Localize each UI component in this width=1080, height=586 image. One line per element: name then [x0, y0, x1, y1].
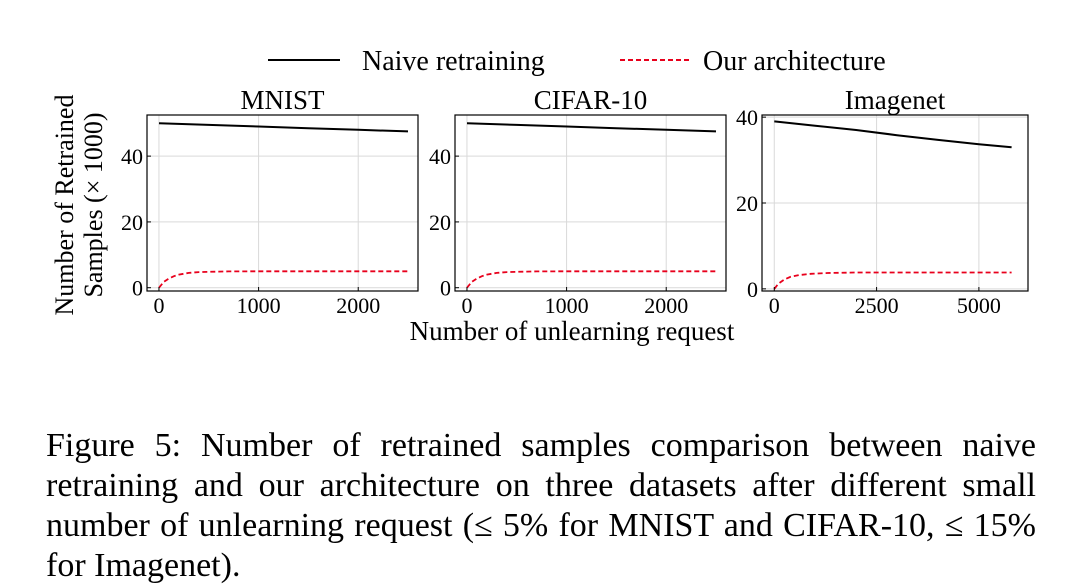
y-tick-label: 40 [429, 144, 451, 169]
x-tick-label: 0 [461, 293, 472, 318]
plot-frame [146, 114, 419, 292]
series-line-our-architecture [773, 271, 1012, 290]
chart-title: MNIST [240, 85, 325, 115]
legend-label: Our architecture [703, 46, 886, 77]
plot-frame [454, 114, 727, 292]
y-axis-label-line-1: Number of Retrained [50, 95, 79, 316]
x-tick-label: 5000 [957, 293, 1001, 318]
x-axis-label: Number of unlearning request [410, 316, 735, 346]
y-tick-label: 40 [121, 144, 143, 169]
y-tick-label: 20 [121, 210, 143, 235]
x-tick-label: 0 [153, 293, 164, 318]
legend-label: Naive retraining [362, 46, 545, 77]
y-tick-label: 20 [429, 210, 451, 235]
figure-caption: Figure 5: Number of retrained samples co… [46, 427, 1036, 584]
y-tick-label: 20 [736, 191, 758, 216]
x-tick-label: 1000 [237, 293, 281, 318]
series-line-naive-retraining [774, 120, 1012, 149]
y-axis-label: Number of Retrained Samples (× 1000) [50, 95, 108, 316]
y-tick-label: 0 [132, 276, 143, 301]
chart-title: CIFAR-10 [534, 85, 648, 115]
x-tick-label: 1000 [545, 293, 589, 318]
y-tick-label: 0 [747, 277, 758, 302]
x-tick-label: 2000 [644, 293, 688, 318]
chart-title: Imagenet [845, 85, 946, 115]
y-axis-label-line-2: Samples (× 1000) [79, 112, 108, 297]
figure: Naive retraining Our architecture 0 1000 200… [50, 46, 1029, 346]
series-line-our-architecture [466, 270, 716, 289]
chart-panel-imagenet: 0 2500 5000 0 20 40 Imagenet [736, 85, 1029, 318]
chart-panel-cifar-10: 0 1000 2000 0 20 40 CIFAR-10 [429, 85, 727, 318]
y-tick-label: 40 [736, 105, 758, 130]
series-line-our-architecture [158, 270, 408, 289]
x-tick-label: 0 [769, 293, 780, 318]
x-tick-label: 2000 [336, 293, 380, 318]
chart-panel-mnist: 0 1000 2000 0 20 40 MNIST [121, 85, 419, 318]
series-line-naive-retraining [466, 122, 717, 133]
x-tick-label: 2500 [855, 293, 899, 318]
y-tick-label: 0 [440, 276, 451, 301]
series-line-naive-retraining [158, 122, 409, 133]
